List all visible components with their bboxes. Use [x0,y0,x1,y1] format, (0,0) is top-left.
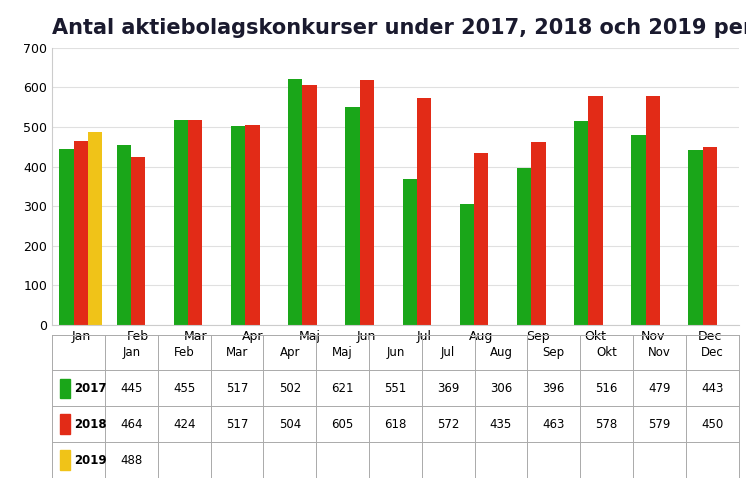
Bar [517,168,531,325]
Text: Okt: Okt [596,346,617,359]
Text: Feb: Feb [174,346,195,359]
Bar [116,145,131,325]
Text: Jul: Jul [441,346,455,359]
Text: 443: 443 [701,382,724,395]
Text: 488: 488 [120,454,142,467]
Text: 464: 464 [120,418,142,431]
Bar [645,96,660,325]
Bar [631,135,645,325]
Text: 502: 502 [279,382,301,395]
Bar [288,79,302,325]
Text: Aug: Aug [489,346,513,359]
Text: 2018: 2018 [75,418,107,431]
Text: 396: 396 [542,382,565,395]
Text: 306: 306 [490,382,512,395]
Bar [302,86,317,325]
Text: 445: 445 [120,382,142,395]
Text: Nov: Nov [648,346,671,359]
Text: Mar: Mar [226,346,248,359]
Text: Dec: Dec [700,346,724,359]
Bar [60,414,69,434]
Bar [60,379,69,398]
Text: 435: 435 [490,418,512,431]
Bar [703,147,717,325]
Text: 450: 450 [701,418,724,431]
Text: 578: 578 [595,418,618,431]
Text: 605: 605 [331,418,354,431]
Text: 455: 455 [173,382,195,395]
Bar [174,120,188,325]
Text: Maj: Maj [332,346,353,359]
Text: 618: 618 [384,418,407,431]
Bar [88,132,102,325]
Bar [131,157,145,325]
Bar [60,149,74,325]
Text: Antal aktiebolagskonkurser under 2017, 2018 och 2019 per månad: Antal aktiebolagskonkurser under 2017, 2… [52,14,746,38]
Bar [60,450,69,470]
Bar [574,120,589,325]
Bar [460,204,474,325]
Text: 463: 463 [542,418,565,431]
Bar [74,141,88,325]
Bar [231,126,245,325]
Text: 517: 517 [226,382,248,395]
Text: 551: 551 [384,382,407,395]
Text: 504: 504 [279,418,301,431]
Text: 621: 621 [331,382,354,395]
Text: 517: 517 [226,418,248,431]
Bar [474,153,489,325]
Bar [689,150,703,325]
Text: 579: 579 [648,418,671,431]
Bar [417,98,431,325]
Bar [589,96,603,325]
Bar [403,179,417,325]
Text: 479: 479 [648,382,671,395]
Text: 424: 424 [173,418,195,431]
Text: Sep: Sep [542,346,565,359]
Text: Apr: Apr [280,346,300,359]
Bar [345,107,360,325]
Text: Jun: Jun [386,346,404,359]
Bar [188,120,202,325]
Text: 516: 516 [595,382,618,395]
Text: 2017: 2017 [75,382,107,395]
Text: 369: 369 [437,382,460,395]
Text: Jan: Jan [122,346,140,359]
Text: 572: 572 [437,418,460,431]
Bar [360,80,374,325]
Bar [531,141,545,325]
Text: 2019: 2019 [75,454,107,467]
Bar [245,125,260,325]
